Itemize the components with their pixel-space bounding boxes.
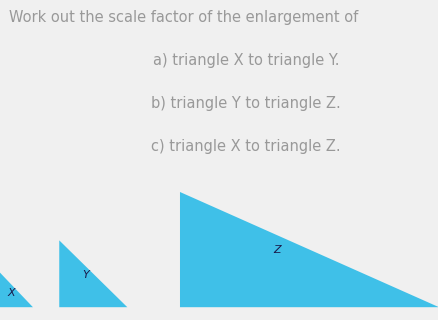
- Text: Z: Z: [272, 244, 280, 255]
- Text: a) triangle X to triangle Y.: a) triangle X to triangle Y.: [152, 53, 338, 68]
- Text: Y: Y: [82, 270, 89, 280]
- Polygon shape: [0, 273, 33, 307]
- Text: b) triangle Y to triangle Z.: b) triangle Y to triangle Z.: [151, 96, 340, 111]
- Text: c) triangle X to triangle Z.: c) triangle X to triangle Z.: [151, 139, 340, 154]
- Polygon shape: [59, 240, 127, 307]
- Polygon shape: [180, 192, 438, 307]
- Text: Work out the scale factor of the enlargement of: Work out the scale factor of the enlarge…: [9, 10, 357, 25]
- Text: X: X: [7, 288, 15, 298]
